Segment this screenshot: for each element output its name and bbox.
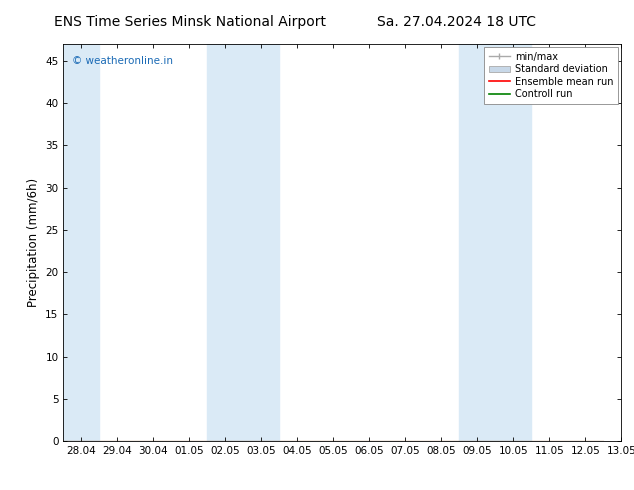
Bar — [63, 44, 100, 441]
Text: Sa. 27.04.2024 18 UTC: Sa. 27.04.2024 18 UTC — [377, 15, 536, 29]
Bar — [460, 44, 531, 441]
Text: ENS Time Series Minsk National Airport: ENS Time Series Minsk National Airport — [54, 15, 327, 29]
Text: © weatheronline.in: © weatheronline.in — [72, 56, 173, 66]
Bar — [207, 44, 280, 441]
Legend: min/max, Standard deviation, Ensemble mean run, Controll run: min/max, Standard deviation, Ensemble me… — [484, 47, 618, 104]
Y-axis label: Precipitation (mm/6h): Precipitation (mm/6h) — [27, 178, 40, 307]
